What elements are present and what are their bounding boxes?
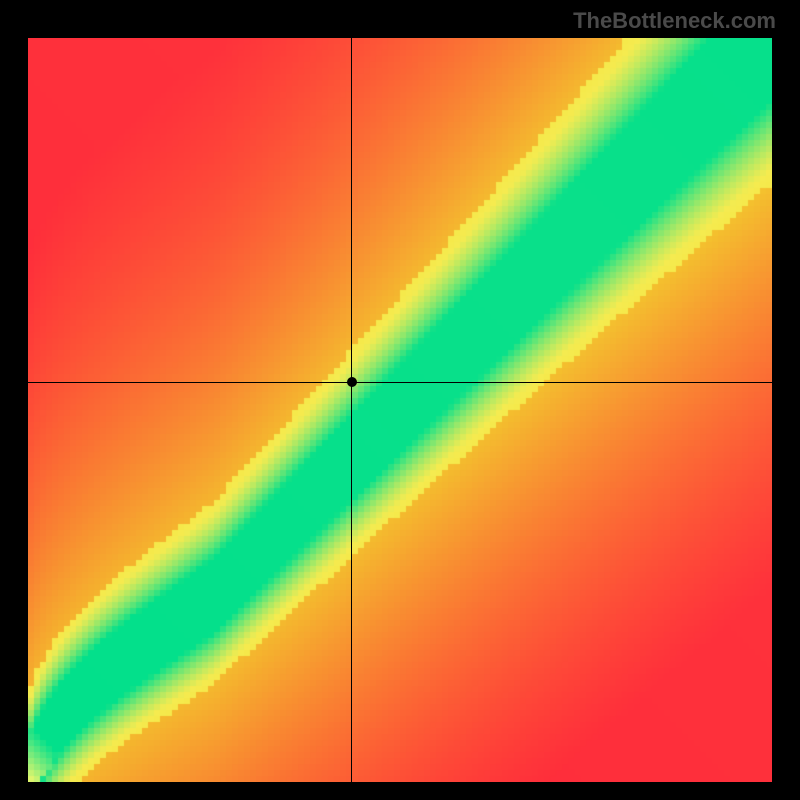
- watermark-text: TheBottleneck.com: [573, 8, 776, 34]
- crosshair-vertical: [351, 38, 352, 782]
- heatmap-canvas: [28, 38, 772, 782]
- heatmap-chart: [28, 38, 772, 782]
- crosshair-dot: [347, 377, 357, 387]
- crosshair-horizontal: [28, 382, 772, 383]
